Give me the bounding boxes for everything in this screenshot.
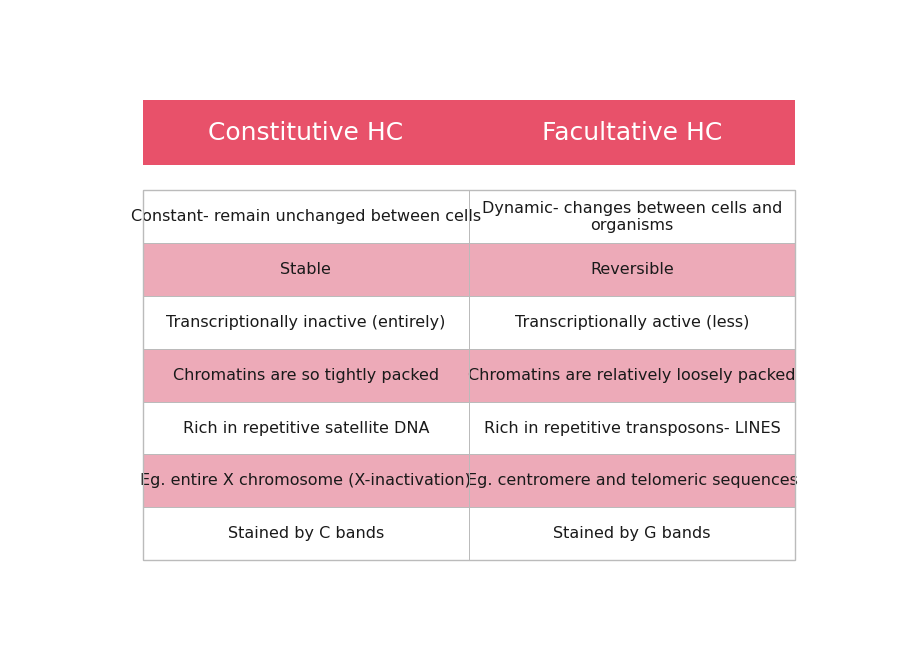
Text: Stable: Stable — [280, 262, 331, 277]
FancyBboxPatch shape — [143, 101, 795, 165]
Text: Chromatins are so tightly packed: Chromatins are so tightly packed — [173, 368, 439, 383]
Text: Stained by C bands: Stained by C bands — [228, 526, 384, 541]
Text: Stained by G bands: Stained by G bands — [554, 526, 711, 541]
FancyBboxPatch shape — [468, 349, 795, 402]
Text: Rich in repetitive transposons- LINES: Rich in repetitive transposons- LINES — [484, 421, 780, 435]
FancyBboxPatch shape — [143, 508, 468, 560]
Text: Dynamic- changes between cells and
organisms: Dynamic- changes between cells and organ… — [482, 201, 782, 233]
FancyBboxPatch shape — [468, 243, 795, 296]
FancyBboxPatch shape — [468, 296, 795, 349]
Text: Facultative HC: Facultative HC — [542, 121, 722, 145]
Text: Eg. centromere and telomeric sequences: Eg. centromere and telomeric sequences — [467, 473, 798, 489]
FancyBboxPatch shape — [143, 402, 468, 454]
Text: Eg. entire X chromosome (X-inactivation): Eg. entire X chromosome (X-inactivation) — [140, 473, 471, 489]
Text: Transcriptionally active (less): Transcriptionally active (less) — [515, 315, 749, 330]
FancyBboxPatch shape — [143, 454, 468, 508]
Text: Rich in repetitive satellite DNA: Rich in repetitive satellite DNA — [183, 421, 429, 435]
FancyBboxPatch shape — [468, 402, 795, 454]
Text: Constitutive HC: Constitutive HC — [209, 121, 404, 145]
FancyBboxPatch shape — [143, 296, 468, 349]
Text: Transcriptionally inactive (entirely): Transcriptionally inactive (entirely) — [167, 315, 446, 330]
FancyBboxPatch shape — [468, 508, 795, 560]
Text: Constant- remain unchanged between cells: Constant- remain unchanged between cells — [131, 209, 481, 225]
FancyBboxPatch shape — [143, 349, 468, 402]
FancyBboxPatch shape — [468, 190, 795, 243]
Text: Chromatins are relatively loosely packed: Chromatins are relatively loosely packed — [468, 368, 796, 383]
FancyBboxPatch shape — [468, 454, 795, 508]
FancyBboxPatch shape — [143, 243, 468, 296]
FancyBboxPatch shape — [143, 190, 468, 243]
Text: Reversible: Reversible — [590, 262, 674, 277]
